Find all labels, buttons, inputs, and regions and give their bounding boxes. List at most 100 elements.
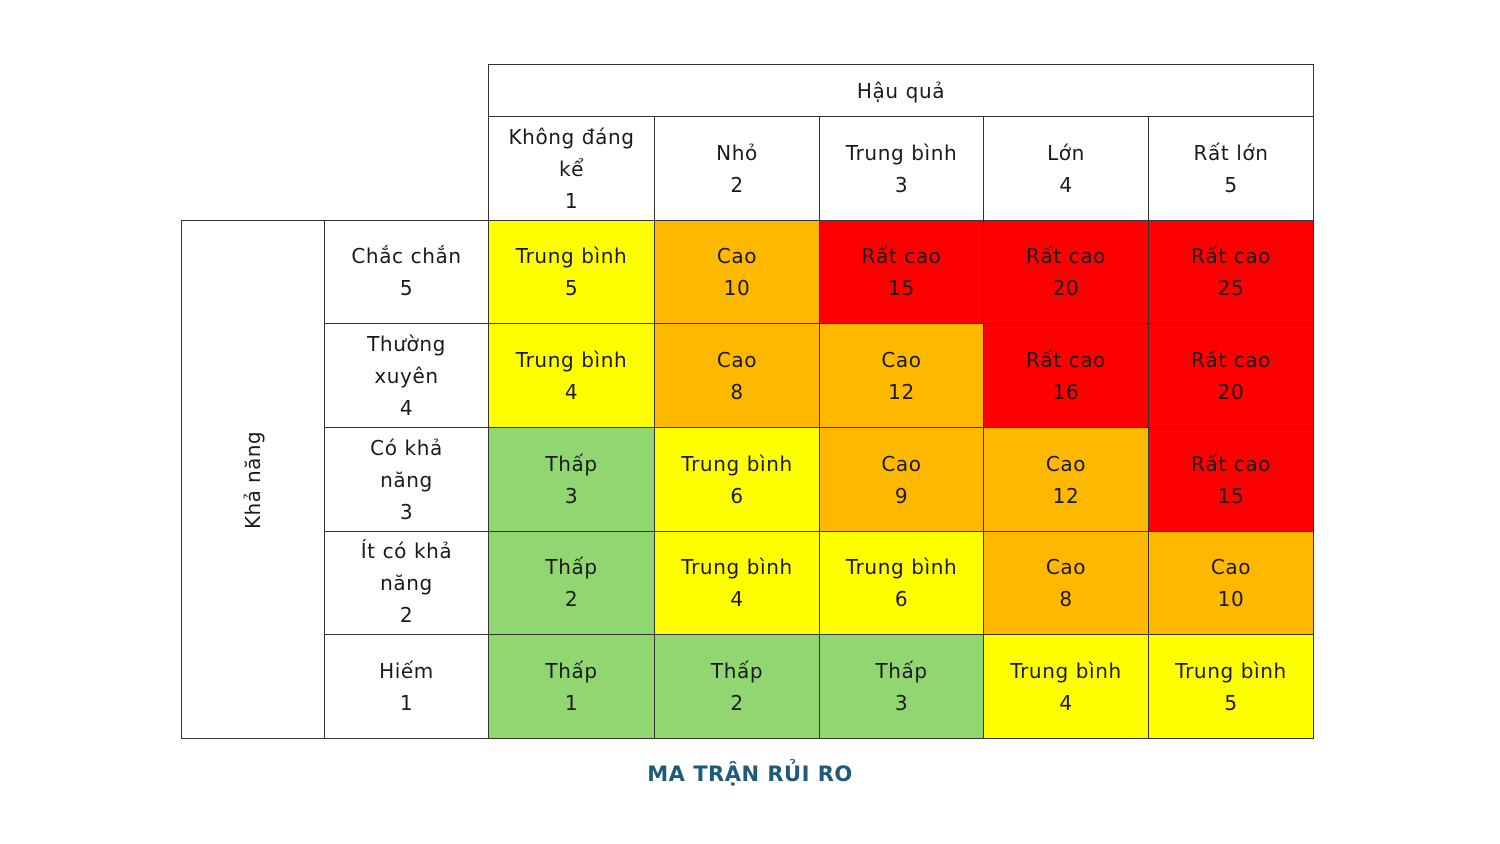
likelihood-row-4-line: Thường [367,331,446,356]
risk-cell-line: 4 [1059,690,1073,715]
risk-cell-line: 5 [564,276,579,300]
risk-cell-line: Trung bình [845,555,958,579]
risk-cell-line: Cao [716,347,758,372]
risk-cell: Cao 10 [654,220,820,324]
risk-cell: Rất cao 16 [983,323,1149,428]
risk-cell-line: Cao [1045,451,1087,476]
likelihood-row-2: Ít có khả năng 2 [324,531,489,635]
risk-cell-line: 3 [894,690,909,715]
likelihood-row-4-line: xuyên [374,363,439,388]
consequence-5-line: 5 [1224,172,1238,197]
likelihood-row-4-line: 4 [399,395,414,420]
risk-cell: Thấp 3 [488,427,655,532]
risk-cell-line: Trung bình [681,555,793,579]
risk-cell: Cao 8 [983,531,1149,635]
likelihood-row-4: Thường xuyên 4 [324,323,489,428]
risk-cell-line: 4 [564,379,579,404]
risk-cell: Trung bình 6 [819,531,984,635]
risk-cell-line: Cao [1210,555,1252,579]
risk-cell: Rất cao 15 [819,220,984,324]
consequence-3-line: 3 [894,172,909,197]
matrix-caption: MA TRẬN RỦI RO [647,762,853,786]
risk-cell-line: 4 [730,587,744,611]
risk-cell-line: 20 [1052,276,1080,300]
risk-cell-line: Trung bình [1010,658,1122,683]
consequence-3-line: Trung bình [845,140,958,165]
risk-cell-line: Rất cao [1190,347,1272,372]
consequence-4-line: 4 [1059,172,1073,197]
likelihood-row-5-line: 5 [399,276,414,300]
consequence-5: Rất lớn 5 [1148,116,1314,221]
risk-cell-line: 25 [1217,276,1245,300]
risk-cell-line: Thấp [545,658,598,683]
likelihood-row-5-line: Chắc chắn [351,244,462,268]
risk-cell: Rất cao 25 [1148,220,1314,324]
risk-cell-line: 10 [723,276,751,300]
consequence-1-line: 1 [564,188,579,213]
risk-cell: Thấp 3 [819,634,984,739]
risk-cell-line: 1 [564,690,579,715]
risk-cell: Trung bình 5 [1148,634,1314,739]
risk-cell-line: Rất cao [1025,244,1107,268]
risk-cell: Trung bình 6 [654,427,820,532]
consequence-2-line: 2 [730,172,744,197]
risk-cell: Cao 10 [1148,531,1314,635]
risk-cell-line: 3 [564,483,579,508]
risk-cell-line: 10 [1217,587,1245,611]
risk-cell-line: Thấp [545,555,598,579]
likelihood-row-2-line: 2 [399,603,414,627]
consequence-2-line: Nhỏ [716,140,758,165]
risk-cell-line: Trung bình [1175,658,1287,683]
risk-cell: Trung bình 5 [488,220,655,324]
risk-cell-line: Rất cao [861,244,942,268]
risk-cell-line: Rất cao [1025,347,1107,372]
risk-cell-line: Cao [881,347,922,372]
risk-cell: Rất cao 20 [1148,323,1314,428]
risk-cell-line: 2 [564,587,579,611]
risk-cell: Thấp 2 [488,531,655,635]
consequence-header-label: Hậu quả [856,78,946,103]
risk-cell-line: 15 [888,276,915,300]
consequence-header: Hậu quả [488,64,1314,117]
risk-cell-line: 12 [888,379,915,404]
risk-cell-line: 8 [730,379,744,404]
risk-cell: Cao 12 [819,323,984,428]
likelihood-row-1-line: Hiếm [379,658,434,683]
likelihood-row-2-line: năng [380,571,433,595]
risk-cell-line: Cao [881,451,922,476]
risk-cell: Cao 9 [819,427,984,532]
risk-cell-line: Rất cao [1190,244,1272,268]
risk-matrix: Hậu quả Khả năng Không đáng kể 1 Nhỏ 2 Trung … [181,64,1314,739]
risk-cell-line: Thấp [875,658,928,683]
risk-cell-line: 8 [1059,587,1073,611]
risk-cell-line: Trung bình [681,451,793,476]
risk-cell-line: 20 [1217,379,1245,404]
likelihood-row-3: Có khả năng 3 [324,427,489,532]
likelihood-row-3-line: 3 [399,499,414,524]
risk-cell-line: 6 [730,483,744,508]
likelihood-row-3-line: Có khả [370,435,443,460]
risk-cell-line: Cao [1045,555,1087,579]
risk-cell-line: 6 [894,587,909,611]
risk-cell-line: Trung bình [515,347,628,372]
consequence-4: Lớn 4 [983,116,1149,221]
risk-cell-line: Cao [716,244,758,268]
likelihood-row-2-line: Ít có khả [360,539,453,563]
risk-cell: Rất cao 15 [1148,427,1314,532]
risk-cell: Cao 8 [654,323,820,428]
likelihood-row-1-line: 1 [399,690,414,715]
risk-cell-line: Rất cao [1190,451,1272,476]
risk-cell: Trung bình 4 [654,531,820,635]
risk-cell-line: Trung bình [515,244,628,268]
risk-cell: Rất cao 20 [983,220,1149,324]
risk-cell: Cao 12 [983,427,1149,532]
consequence-2: Nhỏ 2 [654,116,820,221]
risk-cell: Trung bình 4 [488,323,655,428]
risk-cell-line: Thấp [545,451,598,476]
risk-cell-line: 16 [1052,379,1080,404]
risk-cell-line: 2 [730,690,744,715]
risk-cell: Thấp 1 [488,634,655,739]
consequence-1: Không đáng kể 1 [488,116,655,221]
consequence-1-line: Không đáng [508,124,635,149]
consequence-5-line: Rất lớn [1193,140,1269,165]
